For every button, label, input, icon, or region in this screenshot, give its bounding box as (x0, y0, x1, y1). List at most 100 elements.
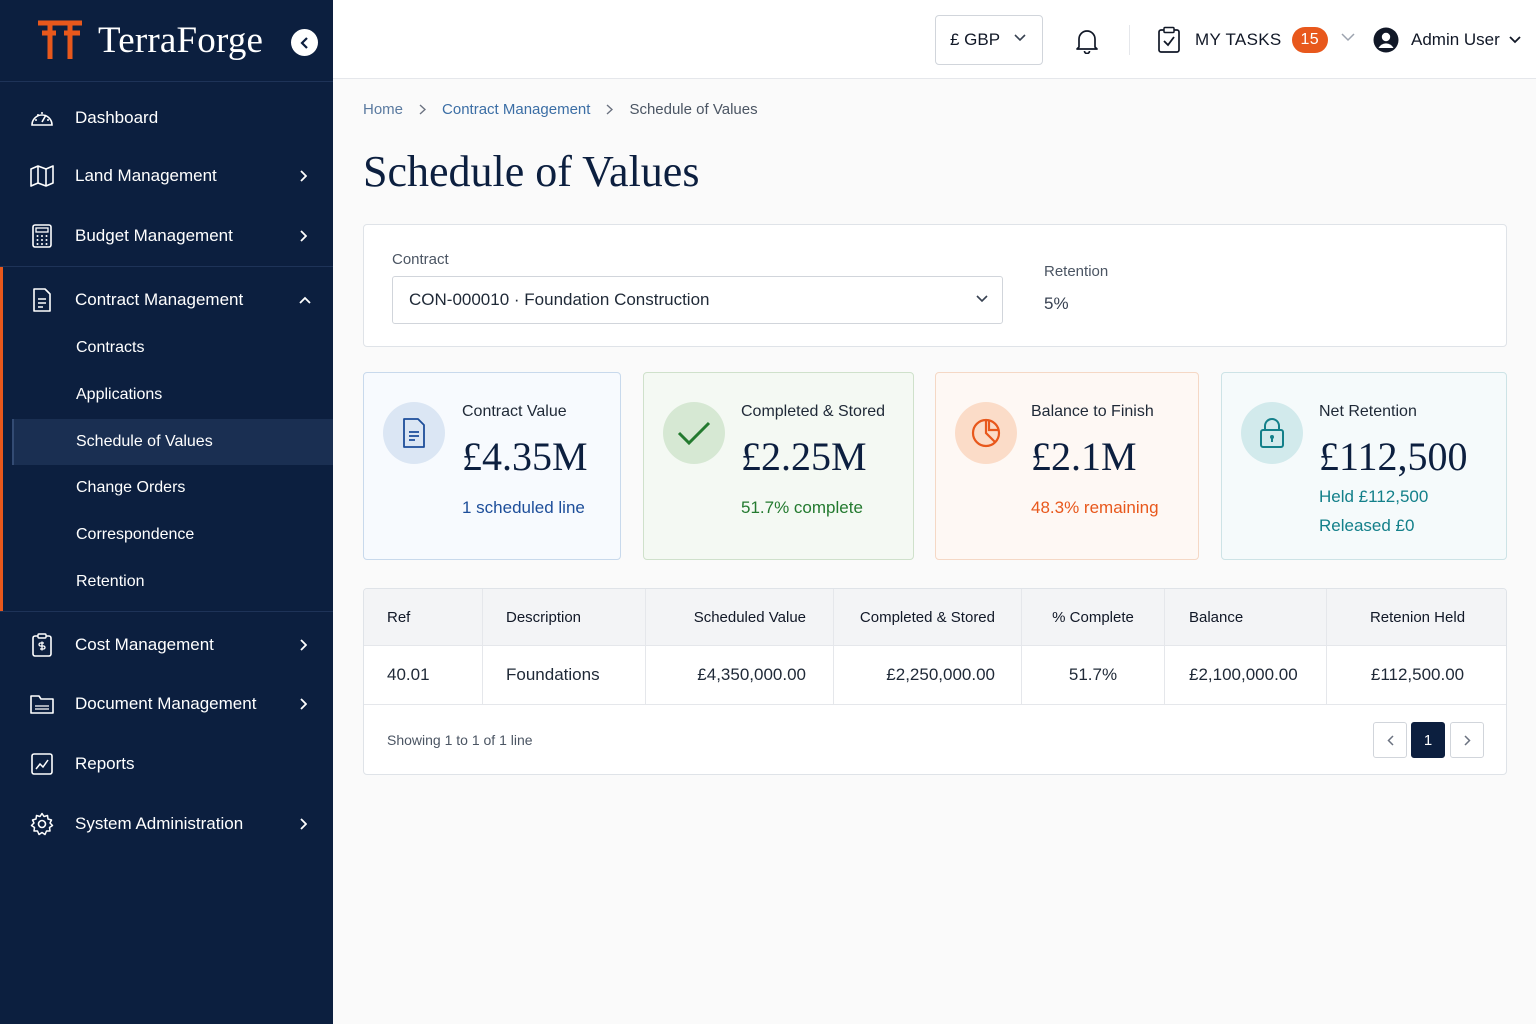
cell-scheduled-value: £4,350,000.00 (646, 646, 834, 704)
stat-value: £2.25M (741, 434, 867, 479)
calculator-icon (30, 224, 54, 248)
chevron-up-icon (299, 294, 311, 306)
filter-card: Contract CON-000010 · Foundation Constru… (363, 224, 1507, 347)
sidebar: TerraForge Dashboard Land Management Bud… (0, 0, 333, 1024)
chevron-right-icon (1463, 734, 1471, 746)
stat-sub: 1 scheduled line (462, 498, 585, 517)
clipboard-check-icon (1158, 26, 1180, 53)
terraforge-logo-icon (38, 20, 82, 59)
schedule-table: Ref Description Scheduled Value Complete… (363, 588, 1507, 775)
currency-select[interactable]: £ GBP (935, 15, 1043, 65)
pagination-summary: Showing 1 to 1 of 1 line (387, 732, 533, 748)
breadcrumb-home-link[interactable]: Home (363, 101, 404, 118)
sidebar-subitem-applications[interactable]: Applications (12, 372, 333, 418)
chevron-down-icon (976, 295, 988, 303)
sidebar-divider (0, 611, 333, 612)
sidebar-item-label: Document Management (75, 694, 257, 713)
user-avatar-icon (1373, 27, 1399, 53)
sidebar-subitem-label: Contracts (76, 339, 145, 356)
chevron-down-icon (1509, 36, 1521, 44)
sidebar-subitem-schedule-of-values[interactable]: Schedule of Values (12, 419, 333, 465)
document-icon (383, 402, 445, 464)
stat-sub: 48.3% remaining (1031, 498, 1159, 517)
net-retention-card: Net Retention £112,500 Held £112,500 Rel… (1221, 372, 1507, 560)
currency-value: £ GBP (950, 30, 1001, 49)
sidebar-item-land-management[interactable]: Land Management (0, 147, 333, 205)
column-header[interactable]: Completed & Stored (834, 589, 1022, 645)
sidebar-subitem-correspondence[interactable]: Correspondence (12, 512, 333, 558)
stat-sub: Held £112,500 (1319, 487, 1429, 506)
sidebar-subitem-label: Retention (76, 573, 145, 590)
cell-percent-complete: 51.7% (1022, 646, 1165, 704)
contract-select[interactable]: CON-000010 · Foundation Construction (392, 276, 1003, 324)
chevron-right-icon (299, 170, 311, 182)
chevron-left-icon (299, 36, 308, 49)
sidebar-item-label: Contract Management (75, 290, 244, 309)
chevron-down-icon (1014, 34, 1026, 42)
column-header[interactable]: Description (483, 589, 646, 645)
breadcrumb: Home Contract Management Schedule of Val… (363, 101, 758, 118)
sidebar-item-document-management[interactable]: Document Management (0, 675, 333, 733)
user-name: Admin User (1411, 30, 1500, 49)
my-tasks-button[interactable]: MY TASKS 15 (1157, 26, 1328, 54)
brand-name: TerraForge (98, 20, 264, 61)
sidebar-subitem-contracts[interactable]: Contracts (12, 325, 333, 371)
sidebar-item-cost-management[interactable]: Cost Management (0, 616, 333, 674)
sidebar-item-dashboard[interactable]: Dashboard (0, 89, 333, 147)
previous-page-button[interactable] (1373, 722, 1407, 758)
page-button-current[interactable]: 1 (1411, 722, 1445, 758)
sidebar-item-reports[interactable]: Reports (0, 735, 333, 793)
page-title: Schedule of Values (363, 147, 700, 196)
brand-header: TerraForge (0, 0, 333, 82)
user-menu[interactable]: Admin User (1373, 27, 1521, 53)
chevron-right-icon (299, 639, 311, 651)
sidebar-divider (0, 266, 333, 267)
column-header[interactable]: Scheduled Value (646, 589, 834, 645)
sidebar-item-label: Cost Management (75, 635, 214, 654)
stat-label: Balance to Finish (1031, 403, 1154, 420)
tasks-count-badge: 15 (1291, 27, 1328, 53)
collapse-sidebar-button[interactable] (291, 29, 318, 56)
stat-value: £112,500 (1319, 434, 1468, 479)
sidebar-item-label: Dashboard (75, 108, 159, 127)
sidebar-subitem-retention[interactable]: Retention (12, 559, 333, 605)
cell-completed-stored: £2,250,000.00 (834, 646, 1022, 704)
sidebar-item-label: Land Management (75, 166, 217, 185)
column-header[interactable]: Ref (364, 589, 483, 645)
balance-to-finish-card: Balance to Finish £2.1M 48.3% remaining (935, 372, 1199, 560)
pie-chart-icon (955, 402, 1017, 464)
column-header[interactable]: Retenion Held (1369, 608, 1466, 626)
sidebar-subitem-label: Change Orders (76, 479, 186, 496)
completed-stored-card: Completed & Stored £2.25M 51.7% complete (643, 372, 914, 560)
sidebar-item-label: Budget Management (75, 226, 233, 245)
stat-value: £2.1M (1031, 434, 1137, 479)
sidebar-subitem-change-orders[interactable]: Change Orders (12, 465, 333, 511)
chevron-left-icon (1386, 734, 1394, 746)
sidebar-subitem-label: Correspondence (76, 526, 195, 543)
stat-label: Net Retention (1319, 403, 1417, 420)
active-group-indicator (0, 267, 3, 611)
cell-balance: £2,100,000.00 (1165, 646, 1327, 704)
stat-sub-2: Released £0 (1319, 516, 1415, 535)
table-row[interactable]: 40.01 Foundations £4,350,000.00 £2,250,0… (364, 646, 1506, 705)
document-icon (30, 288, 54, 312)
cell-description: Foundations (483, 646, 646, 704)
chevron-right-icon (299, 698, 311, 710)
sidebar-item-system-administration[interactable]: System Administration (0, 795, 333, 853)
stat-label: Completed & Stored (741, 403, 886, 420)
contract-value-card: Contract Value £4.35M 1 scheduled line (363, 372, 621, 560)
breadcrumb-contract-management-link[interactable]: Contract Management (442, 101, 591, 118)
column-header[interactable]: Balance (1165, 589, 1327, 645)
breadcrumb-current: Schedule of Values (629, 101, 758, 118)
notification-bell-icon[interactable] (1075, 28, 1099, 54)
next-page-button[interactable] (1450, 722, 1484, 758)
sidebar-item-budget-management[interactable]: Budget Management (0, 207, 333, 265)
sidebar-subitem-label: Applications (76, 386, 163, 403)
stat-sub: 51.7% complete (741, 498, 863, 517)
contract-select-value: CON-000010 · Foundation Construction (409, 290, 710, 309)
chevron-right-icon (299, 230, 311, 242)
retention-value: 5% (1044, 294, 1069, 313)
sidebar-item-contract-management[interactable]: Contract Management (0, 271, 333, 329)
chevron-down-icon[interactable] (1341, 33, 1355, 42)
column-header[interactable]: % Complete (1022, 589, 1165, 645)
